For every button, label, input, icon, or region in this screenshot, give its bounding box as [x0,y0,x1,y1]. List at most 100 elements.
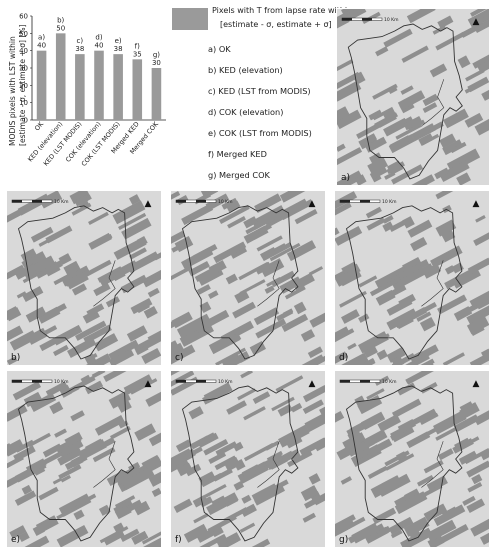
pixel-patch [437,448,454,461]
pixel-patch [251,205,286,230]
north-arrow-icon: ▲ [145,199,152,209]
pixel-patch [390,116,414,132]
y-tick-label: 20 [19,82,28,90]
pixel-patch [109,426,131,440]
legend-title-line1: Pixels with T from lapse rate within [212,6,353,15]
bar-2 [55,33,66,121]
pixel-patch [358,275,378,288]
pixel-patch [237,388,256,401]
bar-value-label: 35 [133,50,142,58]
pixel-patch [433,410,467,435]
pixel-patch [365,206,382,219]
pixel-patch [406,431,431,449]
bar-4 [94,50,104,120]
pixel-patch [116,398,132,413]
pixel-patch [363,345,378,358]
pixel-patch [307,346,323,359]
pixel-patch [202,388,225,405]
pixel-patch [145,387,162,407]
pixel-patch [357,395,383,415]
pixel-patch [252,391,271,404]
pixel-patch [422,93,439,107]
pixel-patch [439,133,457,149]
bar-7 [151,68,162,120]
pixel-patch [45,381,68,397]
pixel-patch [464,448,490,465]
pixel-patch [237,461,269,484]
pixel-patch [6,439,25,457]
pixel-patch [22,285,44,303]
pixel-patch [444,265,456,275]
pixel-patch [435,219,457,237]
legend-item: g) Merged COK [208,170,270,180]
pixel-patch [416,311,432,322]
pixel-patch [433,504,466,527]
pixel-patch [69,190,90,205]
pixel-patch [403,488,420,501]
pixel-patch [76,195,89,206]
pixel-patch [388,516,414,535]
scale-bar [339,199,381,203]
north-arrow-icon: ▲ [473,17,480,27]
study-area-boundary [181,385,299,542]
scale-bar [11,379,53,383]
scale-bar-label: 10 Km [382,199,397,205]
bar-value-label: 30 [152,59,161,67]
pixel-patch [233,459,246,471]
pixel-patch [130,298,153,315]
pixel-patch [400,263,435,286]
pixel-patch [14,263,37,280]
pixel-patch [93,282,111,297]
bar-value-label: 50 [56,24,65,32]
pixel-patch [215,347,247,366]
pixel-patch [381,106,396,119]
pixel-patch [437,294,468,315]
pixel-patch [58,464,82,480]
pixel-patch [204,483,227,498]
y-axis-label: MODIS pixels with LST within [estimate -… [4,8,34,148]
pixel-patch [386,308,418,331]
pixel-patch [56,524,89,548]
pixel-patch [170,344,196,365]
pixel-patch [453,306,473,322]
pixel-patch [205,193,230,211]
pixel-patch [358,313,370,323]
pixel-patch [208,290,219,299]
pixel-patch [410,174,435,186]
pixel-patch [457,55,471,69]
pixel-patch [287,450,313,468]
pixel-patch [469,347,490,366]
pixel-patch [382,215,394,224]
map-panel-4: 10 Km ▲ d) [334,190,490,366]
pixel-patch [108,339,140,361]
study-area-boundary [181,205,299,360]
study-area-boundary [17,205,135,360]
pixel-patch [226,200,241,213]
pixel-patch [180,246,214,270]
pixel-patch [147,287,160,298]
pixel-patch [302,385,326,403]
pixel-patch [267,452,295,471]
legend-item: c) KED (LST from MODIS) [208,86,311,96]
pixel-patch [391,398,422,419]
pixel-patch [339,290,367,308]
pixel-patch [442,139,463,156]
y-tick-label: 60 [19,13,28,21]
pixel-patch [73,509,85,521]
pixel-patch [215,441,238,457]
pixel-patch [113,271,126,282]
pixel-patch [108,390,131,409]
bar-value-label: 38 [114,45,123,53]
pixel-patch [254,193,282,213]
pixel-patch [181,203,214,226]
pixel-patch [372,83,398,100]
pixel-patch [442,352,465,366]
pixel-patch [270,270,296,288]
pixel-patch [368,109,383,121]
pixel-patch [400,527,433,548]
pixel-patch [64,431,83,447]
north-arrow-icon: ▲ [473,199,480,209]
scale-bar-label: 10 Km [384,17,399,23]
legend-item: d) COK (elevation) [208,107,284,117]
pixel-patch [121,217,152,240]
